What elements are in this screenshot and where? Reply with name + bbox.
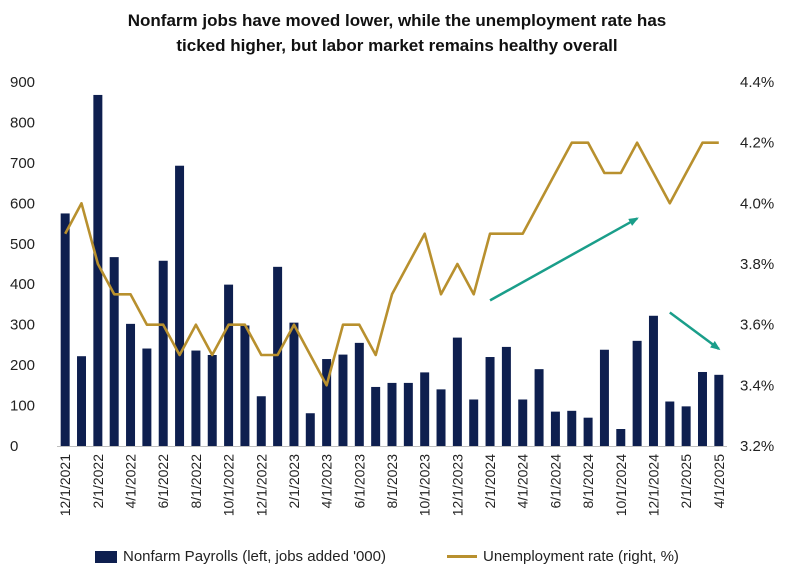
x-tick-label: 2/1/2023 (286, 454, 302, 509)
x-tick-label: 6/1/2023 (351, 454, 367, 509)
x-tick-label: 4/1/2023 (319, 454, 335, 509)
legend-label-unemployment: Unemployment rate (right, %) (483, 548, 679, 565)
y-left-tick-label: 0 (10, 438, 18, 455)
chart-title-line-2: ticked higher, but labor market remains … (176, 36, 618, 55)
y-right-tick-label: 3.6% (740, 317, 774, 334)
y-right-tick-label: 3.2% (740, 438, 774, 455)
bar-payrolls (256, 396, 266, 446)
y-right-tick-label: 3.4% (740, 377, 774, 394)
bar-payrolls (175, 165, 185, 446)
bar-payrolls (191, 350, 201, 446)
x-tick-label: 10/1/2024 (613, 454, 629, 516)
y-left-tick-label: 100 (10, 398, 35, 415)
y-left-tick-label: 400 (10, 276, 35, 293)
x-tick-label: 10/1/2022 (221, 454, 237, 516)
bar-payrolls (420, 372, 430, 446)
legend-swatch-payrolls (95, 550, 117, 563)
x-tick-label: 4/1/2024 (515, 454, 531, 509)
x-tick-label: 12/1/2022 (253, 454, 269, 516)
y-left-tick-label: 600 (10, 195, 35, 212)
y-left-tick-label: 300 (10, 317, 35, 334)
x-tick-label: 4/1/2025 (711, 454, 727, 509)
x-tick-label: 8/1/2023 (384, 454, 400, 509)
line-unemployment (64, 141, 719, 387)
x-tick-label: 6/1/2024 (547, 454, 563, 509)
x-tick-label: 8/1/2024 (580, 454, 596, 509)
x-tick-label: 12/1/2024 (645, 454, 661, 516)
bar-payrolls (501, 346, 511, 446)
legend-label-payrolls: Nonfarm Payrolls (left, jobs added '000) (123, 548, 386, 565)
legend-item-payrolls: Nonfarm Payrolls (left, jobs added '000) (95, 548, 386, 565)
legend-swatch-unemployment (447, 555, 477, 558)
y-right-tick-label: 4.0% (740, 195, 774, 212)
bar-payrolls (338, 354, 348, 446)
x-tick-label: 8/1/2022 (188, 454, 204, 509)
x-tick-label: 6/1/2022 (155, 454, 171, 509)
bar-payrolls (207, 355, 217, 446)
y-left-tick-label: 800 (10, 114, 35, 131)
bar-payrolls (354, 342, 364, 446)
bar-payrolls (305, 413, 315, 446)
bar-payrolls (289, 322, 299, 446)
y-left-tick-label: 900 (10, 74, 35, 91)
bar-payrolls (518, 399, 528, 446)
bar-payrolls (224, 284, 234, 446)
bar-payrolls (403, 382, 413, 446)
bar-payrolls (60, 213, 70, 446)
bar-payrolls (93, 94, 103, 446)
bar-payrolls (616, 429, 626, 446)
y-right-tick-label: 3.8% (740, 256, 774, 273)
bar-payrolls (648, 315, 658, 446)
x-tick-label: 2/1/2025 (678, 454, 694, 509)
bar-payrolls (681, 406, 691, 446)
bar-payrolls (322, 359, 332, 446)
bar-payrolls (534, 369, 544, 446)
bar-payrolls (452, 337, 462, 446)
y-left-tick-label: 700 (10, 155, 35, 172)
bar-payrolls (567, 410, 577, 446)
bar-payrolls (126, 323, 136, 446)
x-tick-label: 12/1/2021 (57, 454, 73, 516)
bar-payrolls (583, 417, 593, 446)
bar-payrolls (469, 399, 479, 446)
x-tick-label: 2/1/2024 (482, 454, 498, 509)
y-left-tick-label: 200 (10, 357, 35, 374)
bar-payrolls (714, 374, 724, 446)
bar-payrolls (77, 356, 87, 446)
chart-title-line-1: Nonfarm jobs have moved lower, while the… (127, 11, 667, 30)
x-tick-label: 4/1/2022 (123, 454, 139, 509)
trend-arrow (669, 311, 721, 351)
y-left-tick-label: 500 (10, 236, 35, 253)
bar-payrolls (109, 257, 119, 446)
bar-payrolls (158, 260, 168, 446)
bar-payrolls (485, 357, 495, 446)
x-tick-label: 2/1/2022 (90, 454, 106, 509)
bar-payrolls (550, 411, 560, 446)
x-tick-label: 10/1/2023 (417, 454, 433, 516)
bar-payrolls (697, 371, 707, 446)
bar-payrolls (371, 386, 381, 446)
legend: Nonfarm Payrolls (left, jobs added '000)… (0, 548, 794, 574)
bar-payrolls (142, 348, 152, 446)
bar-payrolls (599, 349, 609, 446)
bar-payrolls (632, 340, 642, 446)
trend-arrow (489, 217, 639, 302)
bar-payrolls (436, 389, 446, 446)
bar-payrolls (240, 325, 250, 446)
bar-payrolls (273, 266, 283, 446)
y-right-tick-label: 4.2% (740, 135, 774, 152)
bar-payrolls (665, 401, 675, 446)
bar-payrolls (387, 382, 397, 446)
y-right-tick-label: 4.4% (740, 74, 774, 91)
x-tick-label: 12/1/2023 (449, 454, 465, 516)
legend-item-unemployment: Unemployment rate (right, %) (447, 548, 679, 565)
chart-title: Nonfarm jobs have moved lower, while the… (0, 8, 794, 58)
